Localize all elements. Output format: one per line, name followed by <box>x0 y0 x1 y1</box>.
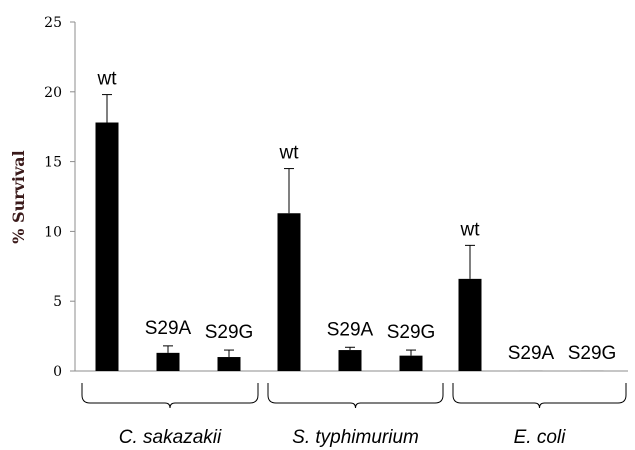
y-tick-label: 20 <box>44 85 62 101</box>
group-brackets: C. sakazakii S. typhimurium E. coli <box>81 383 627 448</box>
y-tick-label: 5 <box>53 294 62 310</box>
y-tick-label: 25 <box>44 15 62 31</box>
bar-label: wt <box>97 69 118 90</box>
group-bracket <box>452 383 627 409</box>
bar <box>277 213 301 371</box>
y-tick-label: 10 <box>44 224 62 240</box>
bar-label: S29A <box>145 318 192 339</box>
group-bracket <box>81 383 259 409</box>
y-tick-label: 0 <box>53 364 62 380</box>
bars: wt S29A S29G wt S29A S29G wt S29A S29G <box>95 69 617 372</box>
group-label: E. coli <box>514 427 567 448</box>
group-bracket <box>267 383 444 409</box>
bar-label: S29G <box>387 322 436 343</box>
y-tick-label: 15 <box>44 155 62 171</box>
bar-label: S29A <box>327 319 374 340</box>
bar-label: S29G <box>568 343 617 364</box>
bar <box>458 278 482 371</box>
bar <box>156 352 180 371</box>
group-label: S. typhimurium <box>292 427 419 448</box>
bar-label: wt <box>279 143 300 164</box>
bar <box>95 122 119 372</box>
y-axis-label: % Survival <box>9 150 28 244</box>
bar <box>399 355 423 371</box>
bar-label: wt <box>460 219 481 240</box>
bar-label: S29A <box>508 343 555 364</box>
group-label: C. sakazakii <box>119 427 222 448</box>
bar <box>217 357 241 371</box>
y-ticks: 0 5 10 15 20 25 <box>44 15 75 380</box>
bar-label: S29G <box>205 322 254 343</box>
bar <box>338 350 362 371</box>
